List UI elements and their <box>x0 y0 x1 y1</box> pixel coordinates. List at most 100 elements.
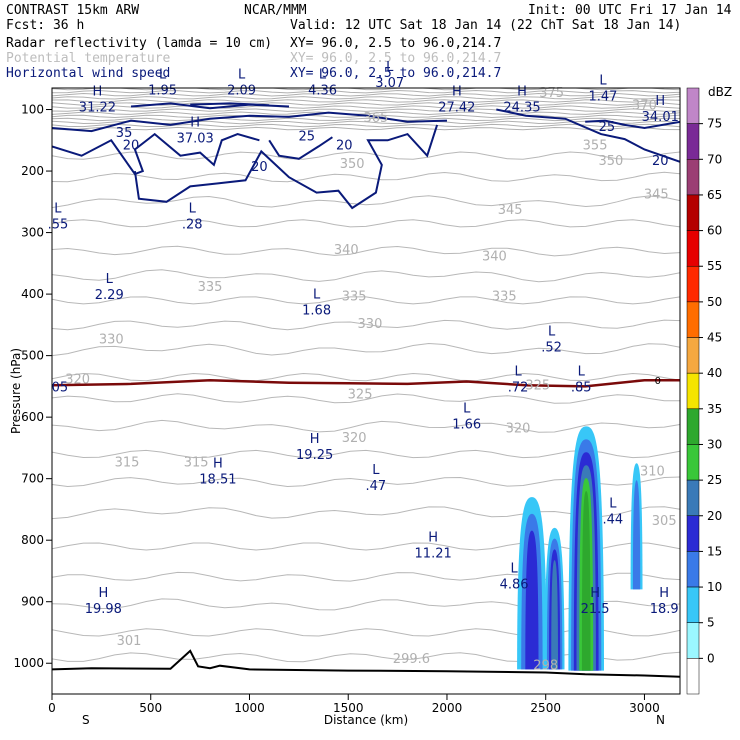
theta-contour-upper <box>52 92 680 97</box>
theta-label: 301 <box>117 634 142 649</box>
colorbar-swatch <box>686 622 700 659</box>
theta-label: 315 <box>115 455 140 470</box>
reflectivity-cell-10dbz <box>632 480 641 590</box>
extremum-value: .52 <box>541 340 562 355</box>
colorbar-tick-label: 45 <box>707 331 722 345</box>
theta-label: 298 <box>533 658 558 673</box>
wind-label: 20 <box>336 139 353 154</box>
terrain-line <box>52 649 680 678</box>
theta-contour-upper <box>52 96 680 100</box>
extremum-marker: L <box>578 364 586 379</box>
extremum-value: 1.68 <box>302 304 331 319</box>
extremum-marker: L <box>548 324 556 339</box>
extremum-value: 1.47 <box>589 89 618 104</box>
valid-time: Valid: 12 UTC Sat 18 Jan 14 (22 ChT Sat … <box>290 18 682 33</box>
theta-label: 305 <box>652 514 677 529</box>
reflectivity-cell-15dbz <box>525 530 539 670</box>
extremum-value: .28 <box>182 217 203 232</box>
wind-contour <box>190 102 270 107</box>
y-tick-label: 500 <box>21 349 44 363</box>
extremum-marker: L <box>514 364 522 379</box>
theta-contour-upper <box>52 89 680 94</box>
colorbar-swatch <box>686 230 700 267</box>
theta-label: 345 <box>498 203 523 218</box>
theta-contour <box>52 151 680 160</box>
forecast-hour: Fcst: 36 h <box>6 18 85 33</box>
theta-label: 355 <box>583 139 608 154</box>
wind-label: 20 <box>652 154 669 169</box>
y-tick-label: 900 <box>21 595 44 609</box>
colorbar-tick-label: 25 <box>707 473 722 487</box>
theta-contour <box>52 269 680 283</box>
y-tick-label: 600 <box>21 410 44 424</box>
theta-contour-upper <box>52 111 680 116</box>
theta-label: 325 <box>348 388 373 403</box>
extremum-value: .85 <box>571 380 592 395</box>
freezing-level-line <box>52 378 680 388</box>
extremum-marker: L <box>313 288 321 303</box>
freezing-level-contour <box>52 378 680 388</box>
extremum-marker: L <box>159 67 167 82</box>
x-tick-label: 0 <box>48 701 56 715</box>
y-axis-label: Pressure (hPa) <box>9 348 23 434</box>
colorbar-unit: dBZ <box>708 85 732 99</box>
extremum-marker: H <box>190 115 200 130</box>
theta-label: 310 <box>640 465 665 480</box>
theta-label: 335 <box>492 289 517 304</box>
extremum-value: 4.86 <box>500 577 529 592</box>
reflectivity-cell-20dbz <box>551 560 558 670</box>
theta-label: 350 <box>340 157 365 172</box>
wind-label: 25 <box>298 129 315 144</box>
y-tick-label: 100 <box>21 103 44 117</box>
terrain-surface <box>52 649 680 678</box>
theta-contour-upper <box>52 123 680 128</box>
extremum-value: 34.01 <box>642 110 679 125</box>
theta-label: 320 <box>342 431 367 446</box>
theta-contour-upper <box>52 108 680 112</box>
field-reflectivity-xy: XY= 96.0, 2.5 to 96.0,214.7 <box>290 36 502 51</box>
plot-frame <box>51 87 681 695</box>
init-time: Init: 00 UTC Fri 17 Jan 14 <box>528 3 732 18</box>
theta-label: 299.6 <box>393 652 430 667</box>
theta-label: 330 <box>99 332 124 347</box>
theta-label: 350 <box>598 154 623 169</box>
extremum-value: 3.07 <box>375 76 404 91</box>
theta-contour <box>52 296 680 305</box>
y-tick-label: 1000 <box>13 656 44 670</box>
extremum-marker: H <box>590 586 600 601</box>
theta-contour <box>52 372 680 382</box>
theta-contour-upper <box>52 126 680 131</box>
y-tick-label: 700 <box>21 472 44 486</box>
theta-label: 335 <box>198 280 223 295</box>
extremum-marker: H <box>452 85 462 100</box>
extremum-marker: L <box>463 401 471 416</box>
x-tick-label: 2500 <box>530 701 561 715</box>
field-wind-xy: XY= 96.0, 2.5 to 96.0,214.7 <box>290 66 502 81</box>
field-wind: Horizontal wind speed <box>6 66 171 81</box>
reflectivity-cell-30dbz <box>581 491 591 671</box>
wind-contour <box>52 132 260 176</box>
colorbar-swatch <box>686 408 700 445</box>
organization: NCAR/MMM <box>244 3 307 18</box>
theta-contours <box>52 88 680 663</box>
reflectivity-cells <box>517 426 643 671</box>
freezing-level-label: 0 <box>655 376 661 387</box>
wind-contour <box>52 111 448 133</box>
theta-label: 365 <box>363 111 388 126</box>
extremum-marker: H <box>517 85 527 100</box>
y-tick-label: 200 <box>21 164 44 178</box>
colorbar-swatch <box>686 444 700 481</box>
extremum-marker: L <box>609 497 617 512</box>
wind-contour <box>133 124 439 210</box>
extremum-marker: H <box>428 531 438 546</box>
colorbar-swatch <box>686 337 700 374</box>
extremum-value: .55 <box>48 217 69 232</box>
y-tick-label: 300 <box>21 226 44 240</box>
x-end-label-south: S <box>82 713 90 727</box>
wind-label: 20 <box>123 139 140 154</box>
extremum-value: .44 <box>603 513 624 528</box>
theta-contour <box>52 393 680 404</box>
wind-label: 25 <box>599 120 616 135</box>
